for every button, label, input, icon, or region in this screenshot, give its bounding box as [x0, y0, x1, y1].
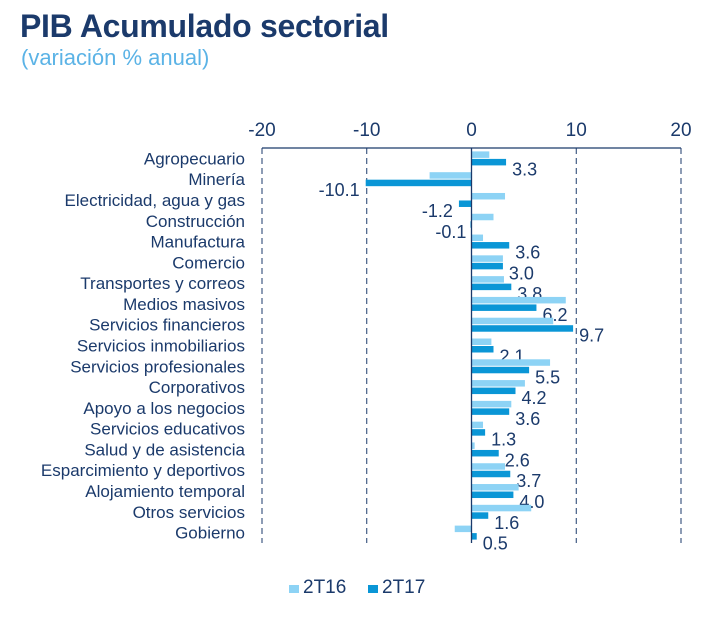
bar-2t16	[471, 276, 504, 283]
category-label: Transportes y correos	[80, 274, 245, 293]
bar-2t17	[471, 387, 516, 395]
category-label: Minería	[188, 170, 245, 189]
data-label: 3.0	[509, 263, 534, 283]
bar-2t16	[471, 421, 484, 429]
bar-2t16	[471, 151, 490, 158]
category-label: Servicios educativos	[90, 420, 245, 439]
category-label: Manufactura	[151, 233, 246, 252]
category-label: Gobierno	[175, 524, 245, 543]
x-tick-label: 20	[670, 120, 691, 141]
bar-2t17	[471, 512, 489, 519]
category-label: Electricidad, agua y gas	[65, 191, 246, 210]
bar-2t16	[429, 172, 472, 179]
chart-subtitle: (variación % anual)	[21, 45, 210, 70]
bar-2t17	[458, 200, 472, 207]
bar-2t17	[471, 283, 512, 291]
legend-label: 2T16	[303, 577, 346, 598]
bar-2t16	[471, 400, 512, 408]
bar-2t16	[471, 192, 506, 200]
bar-2t16	[471, 317, 554, 325]
data-label: -10.1	[319, 180, 360, 200]
category-label: Apoyo a los negocios	[83, 399, 245, 418]
data-label: 0.5	[483, 534, 508, 554]
x-tick-label: 0	[466, 120, 477, 141]
bar-2t17	[471, 429, 486, 436]
category-label: Salud y de asistencia	[84, 440, 245, 459]
bar-2t16	[471, 296, 566, 304]
bar-2t17	[471, 262, 503, 270]
category-label: Alojamiento temporal	[85, 482, 245, 501]
x-tick-label: -10	[353, 120, 380, 141]
data-label: 1.3	[491, 430, 516, 450]
bar-2t17	[471, 366, 530, 374]
data-label: 3.6	[515, 409, 540, 429]
bar-2t17	[471, 449, 499, 457]
category-label: Servicios inmobiliarios	[77, 337, 245, 356]
category-label: Servicios financieros	[89, 316, 245, 335]
data-label: 5.5	[535, 367, 560, 387]
bar-2t16	[471, 338, 492, 345]
category-label: Comercio	[172, 253, 245, 272]
category-label: Agropecuario	[144, 149, 245, 168]
bar-2t17	[471, 346, 494, 353]
bar-2t17	[365, 179, 472, 187]
category-label: Medios masivos	[123, 295, 245, 314]
bar-2t16	[471, 234, 484, 242]
legend-swatch	[289, 585, 299, 593]
bar-2t16	[471, 255, 503, 262]
category-label: Servicios profesionales	[70, 357, 245, 376]
bar-2t16	[471, 442, 475, 449]
data-label: 3.6	[515, 243, 540, 263]
category-label: Construcción	[146, 212, 245, 231]
data-label: -0.1	[435, 222, 466, 242]
bar-2t16	[471, 484, 519, 491]
bar-2t16	[471, 380, 525, 387]
bar-2t17	[471, 408, 510, 415]
category-label: Otros servicios	[133, 503, 245, 522]
bar-2t17	[471, 470, 511, 478]
x-tick-label: -20	[248, 120, 275, 141]
data-label: 2.6	[505, 450, 530, 470]
bar-2t17	[471, 491, 514, 499]
bar-2t16	[471, 504, 532, 512]
data-label: 3.7	[516, 471, 541, 491]
bar-2t17	[471, 304, 537, 311]
data-label: 4.2	[521, 388, 546, 408]
data-label: 1.6	[494, 513, 519, 533]
bar-2t17	[471, 325, 574, 332]
chart-title: PIB Acumulado sectorial	[20, 8, 389, 44]
x-tick-label: 10	[566, 120, 587, 141]
category-label: Corporativos	[149, 378, 245, 397]
bar-2t16	[471, 463, 506, 470]
legend-label: 2T17	[382, 577, 425, 598]
bar-2t16	[454, 525, 472, 533]
data-label: 3.3	[512, 159, 537, 179]
bar-2t17	[471, 533, 477, 540]
legend-swatch	[368, 585, 378, 593]
bar-2t17	[471, 158, 507, 166]
bar-2t17	[471, 242, 510, 249]
category-label: Esparcimiento y deportivos	[41, 461, 245, 480]
bar-2t16	[471, 213, 494, 221]
data-label: -1.2	[422, 201, 453, 221]
data-label: 9.7	[579, 326, 604, 346]
bar-2t16	[471, 359, 551, 366]
